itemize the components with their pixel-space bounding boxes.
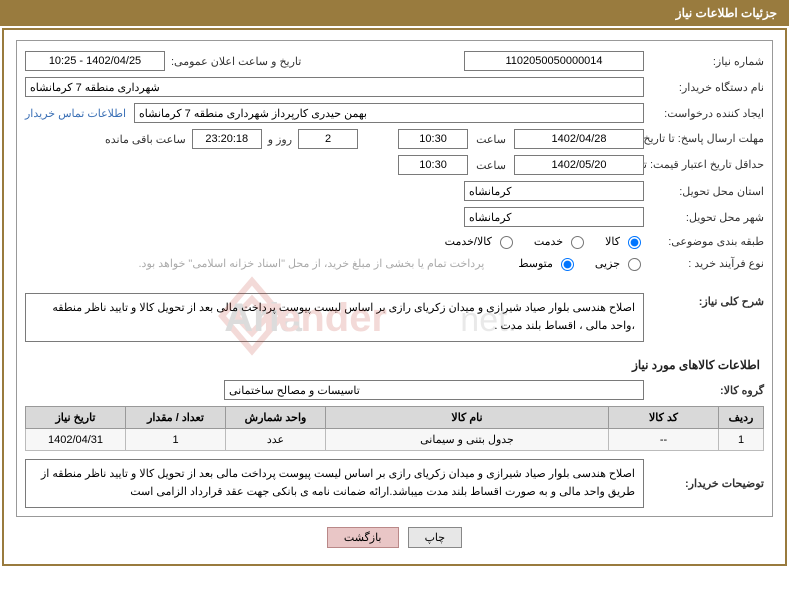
cell-row: 1 — [719, 429, 764, 451]
proc-small-option[interactable]: جزیی — [595, 255, 644, 271]
cat-goods-option[interactable]: کالا — [605, 233, 644, 249]
need-no-field: 1102050050000014 — [464, 51, 644, 71]
group-label: گروه کالا: — [644, 384, 764, 397]
cat-service-option[interactable]: خدمت — [534, 233, 587, 249]
deadline-time-field: 10:30 — [398, 129, 468, 149]
contact-link[interactable]: اطلاعات تماس خریدار — [25, 107, 134, 120]
summary-box: اصلاح هندسی بلوار صیاد شیرازی و میدان زک… — [25, 293, 644, 342]
category-label: طبقه بندی موضوعی: — [644, 235, 764, 248]
page-title: جزئیات اطلاعات نیاز — [676, 6, 777, 20]
cell-qty: 1 — [126, 429, 226, 451]
cat-both-radio[interactable] — [500, 236, 513, 249]
process-radio-group: جزیی متوسط — [504, 255, 644, 271]
deadline-date-field: 1402/04/28 — [514, 129, 644, 149]
details-panel: Aria Tender .net شماره نیاز: 11020500500… — [16, 40, 773, 517]
page-header: جزئیات اطلاعات نیاز — [0, 0, 789, 26]
city-field: کرمانشاه — [464, 207, 644, 227]
outer-frame: Aria Tender .net شماره نیاز: 11020500500… — [2, 28, 787, 566]
validity-label: حداقل تاریخ اعتبار قیمت: تا تاریخ: — [644, 158, 764, 172]
requester-field: بهمن حیدری کارپرداز شهرداری منطقه 7 کرما… — [134, 103, 644, 123]
th-name: نام کالا — [326, 407, 609, 429]
province-field: کرمانشاه — [464, 181, 644, 201]
th-unit: واحد شمارش — [226, 407, 326, 429]
need-no-label: شماره نیاز: — [644, 55, 764, 68]
announce-label: تاریخ و ساعت اعلان عمومی: — [165, 55, 301, 68]
cell-name: جدول بتنی و سیمانی — [326, 429, 609, 451]
proc-medium-option[interactable]: متوسط — [518, 255, 577, 271]
city-label: شهر محل تحویل: — [644, 211, 764, 224]
requester-label: ایجاد کننده درخواست: — [644, 107, 764, 120]
days-remaining-field: 2 — [298, 129, 358, 149]
cat-service-radio[interactable] — [571, 236, 584, 249]
back-button[interactable]: بازگشت — [327, 527, 399, 548]
days-text: روز و — [262, 133, 298, 146]
process-label: نوع فرآیند خرید : — [644, 257, 764, 270]
summary-label: شرح کلی نیاز: — [644, 289, 764, 308]
button-row: چاپ بازگشت — [16, 517, 773, 554]
cell-unit: عدد — [226, 429, 326, 451]
table-header-row: ردیف کد کالا نام کالا واحد شمارش تعداد /… — [26, 407, 764, 429]
deadline-label: مهلت ارسال پاسخ: تا تاریخ: — [644, 132, 764, 146]
payment-note: پرداخت تمام یا بخشی از مبلغ خرید، از محل… — [139, 257, 505, 270]
th-row: ردیف — [719, 407, 764, 429]
buyer-org-label: نام دستگاه خریدار: — [644, 81, 764, 94]
category-radio-group: کالا خدمت کالا/خدمت — [431, 233, 644, 249]
cell-code: -- — [609, 429, 719, 451]
cat-both-option[interactable]: کالا/خدمت — [445, 233, 516, 249]
proc-small-radio[interactable] — [628, 258, 641, 271]
th-code: کد کالا — [609, 407, 719, 429]
cell-date: 1402/04/31 — [26, 429, 126, 451]
validity-time-field: 10:30 — [398, 155, 468, 175]
print-button[interactable]: چاپ — [408, 527, 463, 548]
th-qty: تعداد / مقدار — [126, 407, 226, 429]
goods-section-title: اطلاعات کالاهای مورد نیاز — [29, 358, 760, 372]
time-label-2: ساعت — [468, 159, 514, 172]
goods-table: ردیف کد کالا نام کالا واحد شمارش تعداد /… — [25, 406, 764, 451]
group-field: تاسیسات و مصالح ساختمانی — [224, 380, 644, 400]
province-label: استان محل تحویل: — [644, 185, 764, 198]
cat-goods-radio[interactable] — [628, 236, 641, 249]
countdown-field: 23:20:18 — [192, 129, 262, 149]
buyer-org-field: شهرداری منطقه 7 کرمانشاه — [25, 77, 644, 97]
validity-date-field: 1402/05/20 — [514, 155, 644, 175]
announce-field: 1402/04/25 - 10:25 — [25, 51, 165, 71]
time-label-1: ساعت — [468, 133, 514, 146]
table-row: 1 -- جدول بتنی و سیمانی عدد 1 1402/04/31 — [26, 429, 764, 451]
buyer-desc-label: توضیحات خریدار: — [644, 477, 764, 490]
th-date: تاریخ نیاز — [26, 407, 126, 429]
buyer-desc-box: اصلاح هندسی بلوار صیاد شیرازی و میدان زک… — [25, 459, 644, 508]
proc-medium-radio[interactable] — [561, 258, 574, 271]
remaining-text: ساعت باقی مانده — [99, 133, 192, 146]
